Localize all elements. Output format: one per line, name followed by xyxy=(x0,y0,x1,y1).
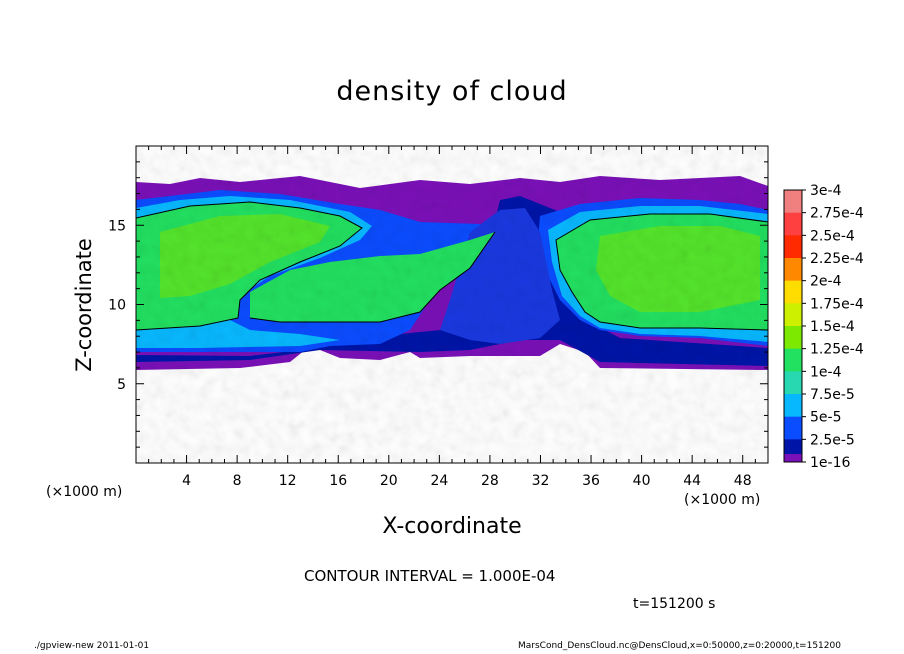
chart-title: density of cloud xyxy=(336,76,568,107)
x-tick-label: 32 xyxy=(532,473,550,489)
x-unit-label-left: (×1000 m) xyxy=(46,484,123,500)
axis-ticks xyxy=(136,146,768,463)
colorbar-label: 1e-16 xyxy=(810,455,850,471)
colorbar-label: 2.5e-4 xyxy=(810,228,855,244)
colorbar-label: 2.5e-5 xyxy=(810,432,855,448)
colorbar-segment xyxy=(784,348,802,372)
x-tick-label: 24 xyxy=(430,473,448,489)
x-tick-label: 8 xyxy=(233,473,242,489)
colorbar-segment xyxy=(784,454,802,462)
x-tick-label: 36 xyxy=(582,473,600,489)
y-tick-label: 15 xyxy=(108,218,126,234)
footer-program-label: ./gpview-new 2011-01-01 xyxy=(34,641,150,651)
colorbar-segment xyxy=(784,280,802,304)
colorbar-segment xyxy=(784,303,802,327)
colorbar-segment xyxy=(784,190,802,214)
footer-source-label: MarsCond_DensCloud.nc@DensCloud,x=0:5000… xyxy=(518,641,841,651)
colorbar-segment xyxy=(784,394,802,418)
colorbar-label: 5e-5 xyxy=(810,410,841,426)
colorbar-segment xyxy=(784,212,802,236)
colorbar-label: 1.5e-4 xyxy=(810,319,855,335)
contour-line xyxy=(136,201,363,331)
colorbar-label: 7.5e-5 xyxy=(810,387,855,403)
x-tick-label: 44 xyxy=(683,473,701,489)
contour-interval-label: CONTOUR INTERVAL = 1.000E-04 xyxy=(304,567,556,585)
time-label: t=151200 s xyxy=(633,596,716,612)
density-field xyxy=(136,146,768,463)
colorbar-segment xyxy=(784,235,802,259)
x-tick-label: 20 xyxy=(380,473,398,489)
x-tick-label: 16 xyxy=(329,473,347,489)
x-axis-label: X-coordinate xyxy=(382,514,522,539)
colorbar-label: 1e-4 xyxy=(810,364,842,380)
x-tick-label: 12 xyxy=(279,473,297,489)
colorbar-label: 1.75e-4 xyxy=(810,296,864,312)
x-tick-label: 4 xyxy=(182,473,191,489)
colorbar-segment xyxy=(784,326,802,350)
colorbar: 3e-4 2.75e-4 2.5e-4 2.25e-4 2e-4 1.75e-4 1.5e-… xyxy=(783,183,864,471)
x-unit-label-right: (×1000 m) xyxy=(684,492,761,508)
colorbar-label: 2.75e-4 xyxy=(810,206,864,222)
x-tick-label: 28 xyxy=(481,473,499,489)
y-tick-label: 10 xyxy=(108,298,126,314)
colorbar-label: 2.25e-4 xyxy=(810,251,864,267)
x-tick-label: 40 xyxy=(633,473,651,489)
colorbar-segment xyxy=(784,416,802,440)
colorbar-label: 3e-4 xyxy=(810,183,842,199)
x-tick-label: 48 xyxy=(734,473,752,489)
y-tick-labels: 5 10 15 xyxy=(108,218,126,393)
contour-line xyxy=(555,213,768,331)
colorbar-label: 2e-4 xyxy=(810,274,842,290)
y-tick-label: 5 xyxy=(117,377,126,393)
colorbar-segment xyxy=(784,371,802,395)
x-tick-labels: 4 8 12 16 20 24 28 32 36 40 44 48 xyxy=(182,473,752,489)
colorbar-segment xyxy=(784,258,802,282)
colorbar-label: 1.25e-4 xyxy=(810,342,864,358)
contour-line xyxy=(249,231,496,323)
